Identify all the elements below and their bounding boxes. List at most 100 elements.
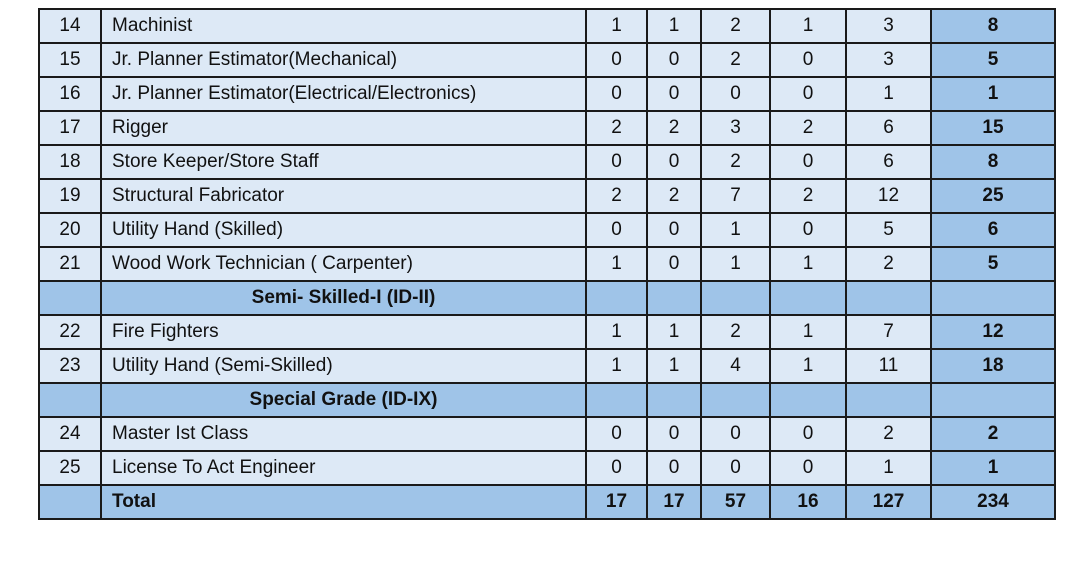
total-cell: 8 [930,8,1056,44]
count-cell: 6 [845,110,932,146]
count-cell: 1 [769,8,847,44]
trade-name: License To Act Engineer [100,450,587,486]
cell [769,382,847,418]
cell [585,382,648,418]
count-cell: 0 [646,76,702,112]
cell [585,280,648,316]
count-cell: 0 [700,416,771,452]
table-row: 22 Fire Fighters 1 1 2 1 7 12 [38,314,1056,350]
trade-name: Utility Hand (Skilled) [100,212,587,248]
cell [700,382,771,418]
cell [646,382,702,418]
count-cell: 1 [769,314,847,350]
section-title: Special Grade (ID-IX) [100,382,587,418]
count-cell: 2 [845,246,932,282]
row-number: 24 [38,416,102,452]
count-cell: 0 [646,416,702,452]
count-cell: 1 [585,246,648,282]
count-cell: 1 [646,8,702,44]
trade-name: Jr. Planner Estimator(Mechanical) [100,42,587,78]
cell [845,382,932,418]
trade-name: Machinist [100,8,587,44]
cell [38,280,102,316]
staff-table: 14 Machinist 1 1 2 1 3 8 15 Jr. Planner Estimator… [38,8,1056,520]
count-cell: 2 [585,110,648,146]
count-cell: 3 [845,42,932,78]
row-number: 16 [38,76,102,112]
count-cell: 57 [700,484,771,520]
count-cell: 5 [845,212,932,248]
total-cell: 18 [930,348,1056,384]
count-cell: 11 [845,348,932,384]
count-cell: 0 [646,42,702,78]
table-body: 14 Machinist 1 1 2 1 3 8 15 Jr. Planner Estimator… [38,8,1056,520]
count-cell: 0 [585,212,648,248]
row-number: 22 [38,314,102,350]
count-cell: 0 [646,246,702,282]
row-number: 20 [38,212,102,248]
count-cell: 1 [769,246,847,282]
total-cell: 5 [930,246,1056,282]
row-number: 25 [38,450,102,486]
table-row: 24 Master Ist Class 0 0 0 0 2 2 [38,416,1056,452]
trade-name: Wood Work Technician ( Carpenter) [100,246,587,282]
count-cell: 0 [769,416,847,452]
cell [700,280,771,316]
count-cell: 0 [769,144,847,180]
section-row: Semi- Skilled-I (ID-II) [38,280,1056,316]
count-cell: 0 [585,416,648,452]
trade-name: Store Keeper/Store Staff [100,144,587,180]
cell [930,280,1056,316]
count-cell: 0 [646,144,702,180]
count-cell: 12 [845,178,932,214]
cell [769,280,847,316]
count-cell: 3 [700,110,771,146]
count-cell: 2 [700,314,771,350]
cell [930,382,1056,418]
row-number: 23 [38,348,102,384]
count-cell: 1 [646,314,702,350]
total-cell: 12 [930,314,1056,350]
table-row: 15 Jr. Planner Estimator(Mechanical) 0 0 2 0 3… [38,42,1056,78]
count-cell: 0 [769,76,847,112]
count-cell: 1 [585,8,648,44]
count-cell: 1 [769,348,847,384]
cell [646,280,702,316]
count-cell: 0 [646,450,702,486]
trade-name: Jr. Planner Estimator(Electrical/Electro… [100,76,587,112]
total-cell: 6 [930,212,1056,248]
count-cell: 2 [700,8,771,44]
count-cell: 6 [845,144,932,180]
count-cell: 1 [700,212,771,248]
table-row: 18 Store Keeper/Store Staff 0 0 2 0 6 8 [38,144,1056,180]
count-cell: 127 [845,484,932,520]
count-cell: 1 [700,246,771,282]
count-cell: 17 [646,484,702,520]
count-cell: 17 [585,484,648,520]
table-row: 19 Structural Fabricator 2 2 7 2 12 25 [38,178,1056,214]
total-cell: 8 [930,144,1056,180]
section-row: Special Grade (ID-IX) [38,382,1056,418]
count-cell: 1 [585,348,648,384]
total-cell: 2 [930,416,1056,452]
count-cell: 16 [769,484,847,520]
count-cell: 1 [845,450,932,486]
row-number: 14 [38,8,102,44]
total-cell: 5 [930,42,1056,78]
table-row: 25 License To Act Engineer 0 0 0 0 1 1 [38,450,1056,486]
total-cell: 1 [930,76,1056,112]
count-cell: 0 [585,42,648,78]
table-row: 14 Machinist 1 1 2 1 3 8 [38,8,1056,44]
count-cell: 0 [700,76,771,112]
table-row: 17 Rigger 2 2 3 2 6 15 [38,110,1056,146]
cell [38,484,102,520]
count-cell: 2 [646,110,702,146]
total-label: Total [100,484,587,520]
count-cell: 2 [769,110,847,146]
count-cell: 1 [845,76,932,112]
count-cell: 2 [585,178,648,214]
total-cell: 1 [930,450,1056,486]
row-number: 21 [38,246,102,282]
total-cell: 25 [930,178,1056,214]
